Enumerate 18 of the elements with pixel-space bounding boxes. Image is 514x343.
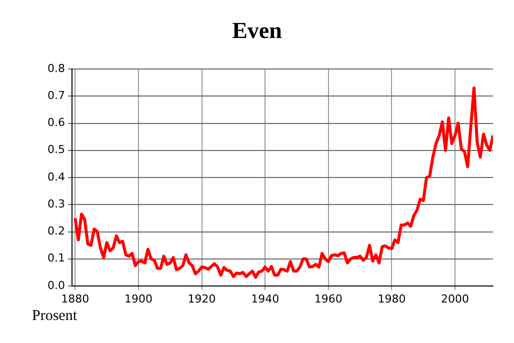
x-tick-label: 1880: [61, 292, 90, 306]
y-tick-label: 0.7: [48, 88, 65, 102]
y-tick-label: 0.0: [48, 278, 65, 292]
y-tick-label: 0.8: [48, 62, 65, 75]
y-tick-label: 0.6: [48, 116, 65, 130]
y-tick-label: 0.4: [48, 170, 65, 184]
x-tick-label: 1940: [251, 292, 280, 306]
y-tick-label: 0.3: [48, 197, 65, 210]
chart-title: Even: [231, 18, 283, 44]
x-tick-label: 1920: [188, 292, 216, 306]
y-tick-label: 0.1: [48, 252, 65, 265]
y-tick-label: 0.5: [48, 143, 65, 156]
y-tick-label: 0.2: [48, 224, 65, 238]
y-axis-title: Prosent: [32, 308, 77, 325]
x-tick-label: 1960: [314, 292, 342, 306]
x-tick-label: 2000: [441, 292, 470, 306]
x-tick-label: 1980: [378, 292, 406, 306]
x-tick-label: 1900: [124, 292, 152, 306]
